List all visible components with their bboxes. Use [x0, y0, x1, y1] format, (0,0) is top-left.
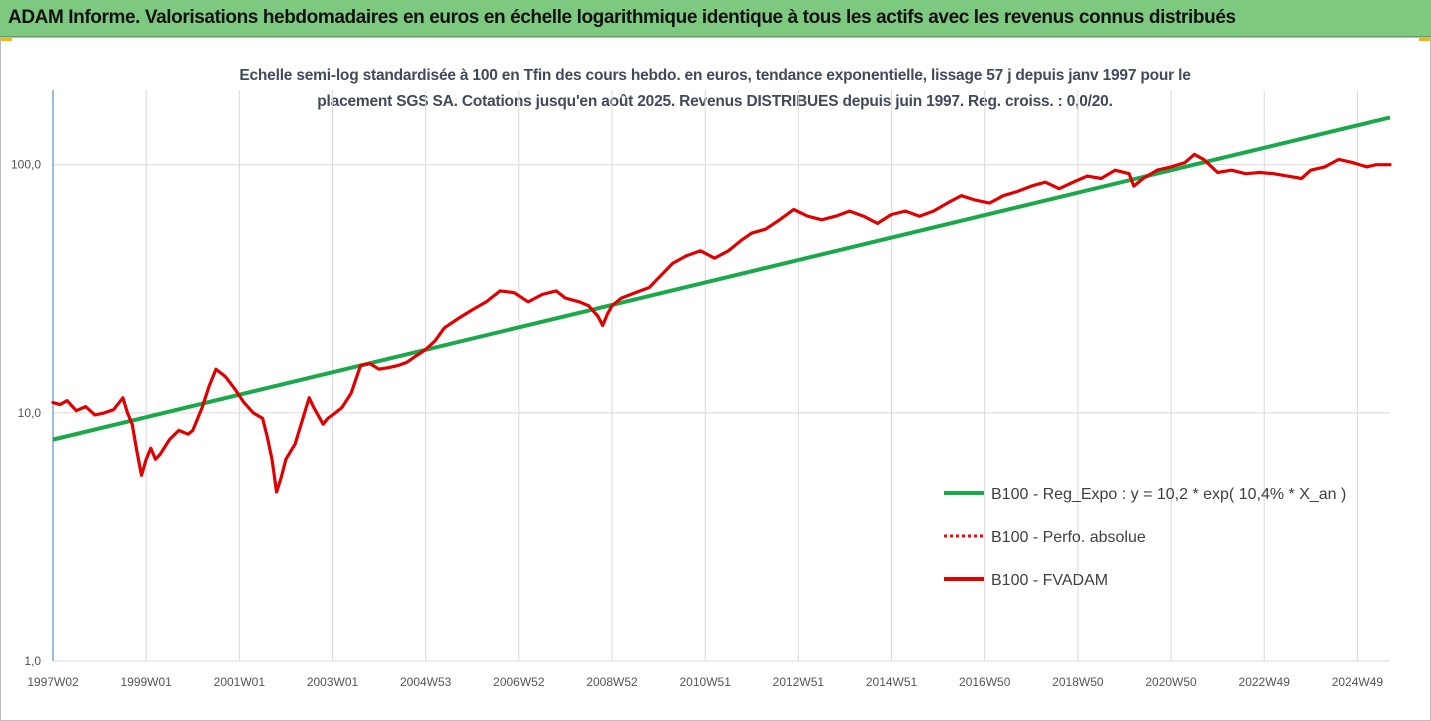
axes: 1997W02 1999W01 2001W01 2003W01 2004W53 2006W… — [11, 90, 1390, 689]
series-line-fvadam — [51, 152, 1392, 494]
chart-title-line2: placement SGS SA. Cotations jusqu'en aoû… — [317, 93, 1113, 110]
x-tick-label: 2012W51 — [773, 675, 825, 689]
corner-mark-right — [1419, 38, 1431, 41]
legend-label-perfo: B100 - Perfo. absolue — [991, 529, 1146, 546]
y-tick-label: 1,0 — [24, 654, 41, 668]
x-tick-label: 2016W50 — [959, 675, 1011, 689]
x-tick-label: 2001W01 — [214, 675, 266, 689]
x-tick-label: 2006W52 — [493, 675, 545, 689]
x-tick-label: 2008W52 — [586, 675, 638, 689]
x-tick-label: 2020W50 — [1145, 675, 1197, 689]
x-tick-label: 2022W49 — [1239, 675, 1291, 689]
y-tick-label: 100,0 — [11, 158, 41, 172]
legend: B100 - Reg_Expo : y = 10,2 * exp( 10,4% … — [944, 486, 1346, 589]
banner-title: ADAM Informe. Valorisations hebdomadaire… — [8, 7, 1236, 28]
x-tick-label: 2024W49 — [1332, 675, 1384, 689]
series-lines — [51, 115, 1392, 494]
legend-label-fvadam: B100 - FVADAM — [991, 572, 1108, 589]
x-tick-label: 2004W53 — [400, 675, 452, 689]
x-tick-label: 2010W51 — [680, 675, 732, 689]
x-tick-label: 2003W01 — [307, 675, 359, 689]
x-tick-label: 2018W50 — [1052, 675, 1104, 689]
x-tick-label: 1997W02 — [27, 675, 79, 689]
legend-label-trend: B100 - Reg_Expo : y = 10,2 * exp( 10,4% … — [991, 486, 1346, 503]
chart-title-line1: Echelle semi-log standardisée à 100 en T… — [239, 67, 1191, 84]
series-line-trend — [52, 115, 1391, 442]
y-tick-label: 10,0 — [18, 406, 42, 420]
title-banner: ADAM Informe. Valorisations hebdomadaire… — [0, 0, 1431, 37]
x-tick-label: 2014W51 — [866, 675, 918, 689]
x-tick-label: 1999W01 — [120, 675, 172, 689]
corner-mark-left — [0, 38, 12, 41]
grid-lines — [53, 90, 1390, 662]
